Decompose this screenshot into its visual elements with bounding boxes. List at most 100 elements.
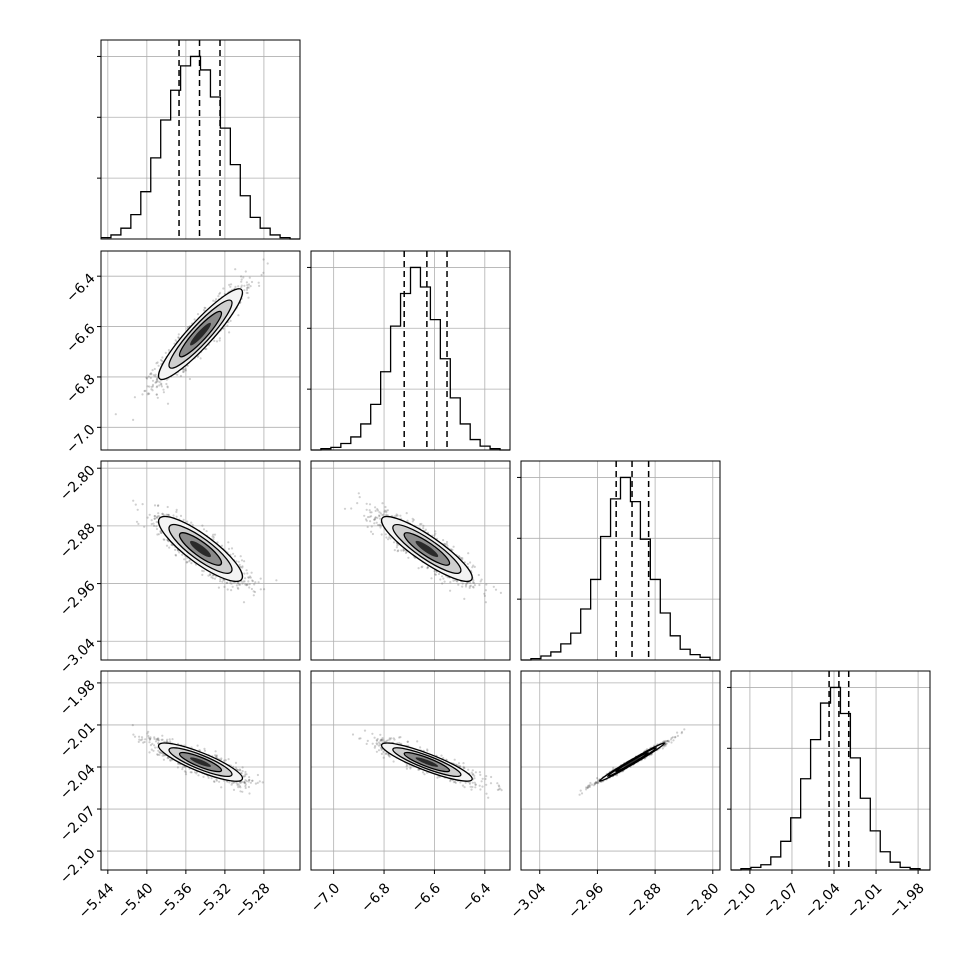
sample-point	[433, 534, 436, 537]
sample-point	[457, 583, 460, 586]
sample-point	[399, 514, 402, 517]
sample-point	[143, 740, 146, 744]
sample-point	[156, 380, 159, 383]
sample-point	[184, 766, 187, 769]
sample-point	[157, 533, 160, 536]
y-tick-label: −7.0	[63, 422, 98, 457]
sample-point	[248, 583, 251, 586]
sample-point	[212, 299, 215, 302]
sample-point	[167, 513, 170, 517]
sample-point	[159, 530, 162, 533]
sample-point	[218, 780, 221, 783]
sample-point	[186, 364, 189, 367]
sample-point	[203, 306, 206, 309]
sample-point	[247, 296, 250, 299]
sample-point	[243, 781, 246, 785]
sample-point	[220, 757, 223, 760]
sample-point	[366, 525, 369, 529]
sample-point	[239, 566, 242, 569]
sample-point	[243, 572, 246, 575]
sample-point	[241, 565, 244, 568]
sample-point	[229, 319, 232, 322]
histogram-panel-1	[307, 250, 511, 451]
sample-point	[466, 581, 469, 585]
sample-point	[205, 347, 208, 351]
sample-point	[387, 538, 390, 541]
sample-point	[155, 516, 158, 519]
sample-point	[160, 751, 163, 755]
sample-point	[426, 566, 429, 569]
sample-point	[420, 566, 423, 569]
sample-point	[237, 581, 240, 585]
sample-point	[471, 585, 475, 588]
sample-point	[149, 744, 152, 747]
sample-point	[236, 582, 239, 585]
sample-point	[396, 550, 399, 553]
sample-point	[149, 373, 152, 376]
sample-point	[384, 505, 387, 509]
density-contour-3	[190, 540, 211, 558]
sample-point	[201, 569, 204, 572]
sample-point	[157, 742, 160, 745]
sample-point	[247, 576, 250, 579]
sample-point	[229, 285, 232, 288]
sample-point	[207, 776, 210, 779]
sample-point	[219, 291, 222, 294]
sample-point	[244, 577, 247, 580]
sample-point	[247, 780, 250, 783]
sample-point	[444, 543, 447, 546]
sample-point	[386, 514, 389, 517]
sample-point	[232, 788, 236, 792]
sample-point	[152, 374, 155, 377]
sample-point	[158, 384, 161, 387]
sample-point	[266, 262, 269, 265]
sample-point	[193, 318, 196, 321]
sample-point	[442, 577, 445, 580]
y-tick-label: −6.4	[63, 270, 98, 305]
sample-point	[392, 541, 396, 544]
sample-point	[244, 270, 247, 273]
sample-point	[370, 515, 373, 518]
sample-point	[183, 369, 186, 372]
sample-point	[226, 780, 229, 783]
sample-point	[247, 580, 250, 583]
sample-point	[137, 740, 140, 744]
sample-point	[175, 515, 178, 518]
sample-point	[373, 518, 376, 521]
sample-point	[253, 590, 257, 594]
sample-point	[223, 759, 226, 762]
sample-point	[240, 580, 243, 583]
sample-point	[368, 515, 371, 519]
sample-point	[150, 373, 153, 376]
sample-point	[248, 276, 251, 279]
panel-frame	[310, 250, 511, 451]
sample-point	[218, 339, 221, 342]
sample-point	[386, 509, 389, 512]
sample-point	[449, 589, 452, 592]
sample-point	[430, 577, 433, 580]
sample-point	[484, 601, 487, 604]
sample-point	[158, 751, 161, 754]
sample-point	[467, 552, 470, 555]
sample-point	[184, 367, 187, 370]
sample-point	[426, 566, 429, 569]
sample-point	[393, 515, 396, 518]
sample-point	[473, 584, 476, 587]
sample-point	[202, 528, 206, 531]
sample-point	[167, 539, 170, 542]
sample-point	[169, 759, 172, 762]
sample-point	[221, 580, 224, 583]
sample-point	[177, 336, 180, 339]
sample-point	[381, 514, 384, 517]
histogram-outline	[101, 55, 300, 240]
sample-point	[245, 773, 248, 776]
sample-point	[407, 556, 410, 559]
sample-point	[165, 513, 168, 516]
sample-point	[225, 581, 228, 585]
sample-point	[275, 579, 278, 582]
sample-point	[151, 383, 155, 386]
sample-point	[379, 512, 382, 515]
sample-point	[182, 370, 185, 374]
sample-point	[159, 358, 163, 362]
sample-point	[172, 514, 175, 517]
